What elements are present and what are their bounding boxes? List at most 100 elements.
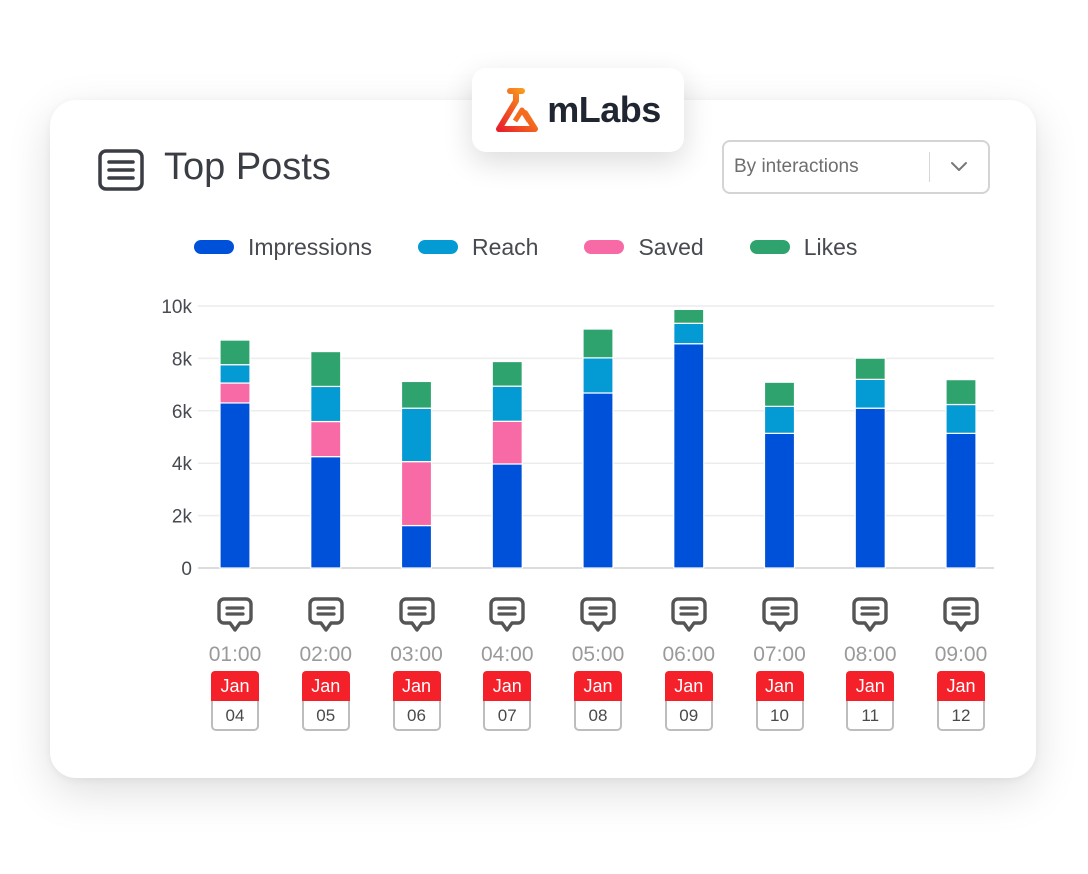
mlabs-flask-icon [496,88,539,132]
post-item[interactable]: 09:00 Jan 12 [921,596,1001,731]
bar-segment-impressions[interactable] [491,463,523,569]
chevron-down-icon[interactable] [930,161,988,173]
bar-segment-saved[interactable] [491,420,523,465]
bar-segment-likes[interactable] [400,380,433,409]
post-time: 03:00 [390,643,443,666]
bar-segment-impressions[interactable] [763,432,796,569]
calendar-date: Jan 05 [301,671,350,731]
dropdown-separator [929,152,930,182]
bar-segment-reach[interactable] [945,403,977,434]
calendar-month: Jan [211,671,259,701]
calendar-day: 07 [483,701,532,731]
bar-segment-impressions[interactable] [945,432,977,569]
comment-icon[interactable] [851,596,889,634]
legend-item-saved[interactable]: Saved [584,234,704,261]
y-tick-label: 10k [161,297,192,318]
post-time: 05:00 [571,643,625,666]
calendar-date: Jan 12 [937,671,985,731]
calendar-day: 08 [574,701,622,731]
calendar-day: 11 [846,701,895,731]
post-time: 04:00 [480,643,534,666]
legend-item-reach[interactable]: Reach [417,233,539,261]
post-time: 08:00 [843,643,897,666]
calendar-day: 05 [301,701,350,731]
comment-icon[interactable] [942,596,980,634]
bar-segment-impressions[interactable] [673,343,705,569]
calendar-date: Jan 07 [483,671,532,731]
calendar-date: Jan 06 [392,671,441,731]
comment-icon[interactable] [216,596,254,634]
calendar-date: Jan 04 [211,671,259,731]
post-time: 02:00 [299,643,353,666]
post-item[interactable]: 01:00 Jan 04 [195,596,275,731]
legend-swatch-impressions [194,240,234,254]
calendar-month: Jan [664,671,713,701]
bar-segment-reach[interactable] [582,357,614,394]
legend-swatch-saved [584,240,625,254]
calendar-date: Jan 08 [574,671,622,731]
bar-segment-reach[interactable] [491,385,523,422]
bar-segment-reach[interactable] [219,364,251,384]
bar-segment-reach[interactable] [310,385,342,423]
bar-segment-saved[interactable] [219,382,251,404]
calendar-month: Jan [846,671,895,701]
comment-icon[interactable] [488,596,526,634]
bar-segment-likes[interactable] [673,308,705,324]
page-title: Top Posts [164,146,331,188]
legend-label-reach: Reach [471,233,539,260]
bar-segment-likes[interactable] [219,339,251,366]
legend-swatch-likes [749,240,790,254]
calendar-date: Jan 10 [755,671,804,731]
bar-segment-likes[interactable] [310,350,342,388]
calendar-month: Jan [755,671,804,701]
sort-dropdown-value: By interactions [734,156,859,177]
calendar-month: Jan [937,671,985,701]
bar-segment-impressions[interactable] [219,402,251,569]
post-item[interactable]: 02:00 Jan 05 [286,596,366,731]
post-item[interactable]: 08:00 Jan 11 [830,596,910,731]
comment-icon[interactable] [670,596,708,634]
comment-icon[interactable] [398,596,436,634]
bar-segment-impressions[interactable] [582,392,614,569]
post-time: 06:00 [662,643,716,666]
post-item[interactable]: 03:00 Jan 06 [377,596,457,731]
post-time: 01:00 [208,643,262,666]
comment-icon[interactable] [579,596,617,634]
bar-segment-likes[interactable] [763,381,796,407]
legend-item-impressions[interactable]: Impressions [194,234,372,261]
calendar-day: 12 [937,701,985,731]
bar-segment-saved[interactable] [400,461,433,527]
calendar-month: Jan [483,671,532,701]
calendar-day: 06 [392,701,441,731]
bar-segment-reach[interactable] [673,322,705,345]
bar-segment-reach[interactable] [854,378,886,409]
calendar-month: Jan [574,671,622,701]
post-item[interactable]: 06:00 Jan 09 [649,596,729,731]
mlabs-logo: mLabs [472,68,684,152]
bar-segment-likes[interactable] [945,379,977,406]
brand-name: mLabs [547,89,661,130]
calendar-month: Jan [301,671,350,701]
calendar-date: Jan 09 [664,671,713,731]
calendar-date: Jan 11 [846,671,895,731]
calendar-day: 09 [664,701,713,731]
sort-dropdown[interactable]: By interactions [722,140,990,194]
comment-icon[interactable] [307,596,345,634]
bar-segment-likes[interactable] [491,360,523,387]
post-item[interactable]: 07:00 Jan 10 [740,596,820,731]
post-item[interactable]: 04:00 Jan 07 [467,596,547,731]
legend-item-likes[interactable]: Likes [749,234,857,261]
post-item[interactable]: 05:00 Jan 08 [558,596,638,731]
bar-segment-reach[interactable] [763,405,796,434]
bar-segment-impressions[interactable] [400,524,433,569]
comment-icon[interactable] [761,596,799,634]
bar-segment-likes[interactable] [582,328,614,359]
bar-segment-likes[interactable] [854,357,886,380]
legend-label-impressions: Impressions [248,233,372,260]
bar-segment-impressions[interactable] [310,456,342,569]
bar-segment-impressions[interactable] [854,407,886,569]
y-tick-label: 2k [172,507,193,528]
bar-segment-saved[interactable] [310,420,342,458]
calendar-day: 10 [755,701,804,731]
bar-segment-reach[interactable] [400,407,433,463]
